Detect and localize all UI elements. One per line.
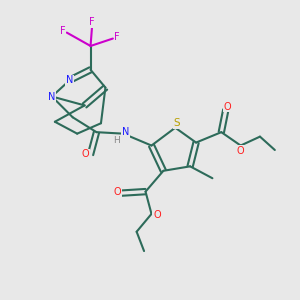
- Text: O: O: [113, 187, 121, 196]
- Text: O: O: [237, 146, 244, 156]
- Text: N: N: [48, 92, 56, 101]
- Text: O: O: [224, 102, 231, 112]
- Text: F: F: [59, 26, 65, 36]
- Text: S: S: [173, 118, 180, 128]
- Text: O: O: [81, 149, 89, 160]
- Text: H: H: [113, 136, 120, 145]
- Text: N: N: [66, 75, 74, 85]
- Text: F: F: [115, 32, 120, 42]
- Text: F: F: [89, 17, 95, 27]
- Text: N: N: [122, 127, 129, 137]
- Text: O: O: [153, 210, 160, 220]
